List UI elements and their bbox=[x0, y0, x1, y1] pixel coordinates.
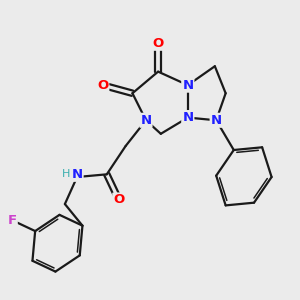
Text: F: F bbox=[8, 214, 17, 227]
Text: N: N bbox=[71, 168, 82, 181]
Text: H: H bbox=[61, 169, 70, 179]
Text: N: N bbox=[182, 111, 194, 124]
Text: N: N bbox=[140, 114, 152, 127]
Text: N: N bbox=[182, 79, 194, 92]
Text: O: O bbox=[97, 79, 108, 92]
Text: O: O bbox=[152, 37, 164, 50]
Text: O: O bbox=[113, 194, 124, 206]
Text: N: N bbox=[211, 114, 222, 127]
